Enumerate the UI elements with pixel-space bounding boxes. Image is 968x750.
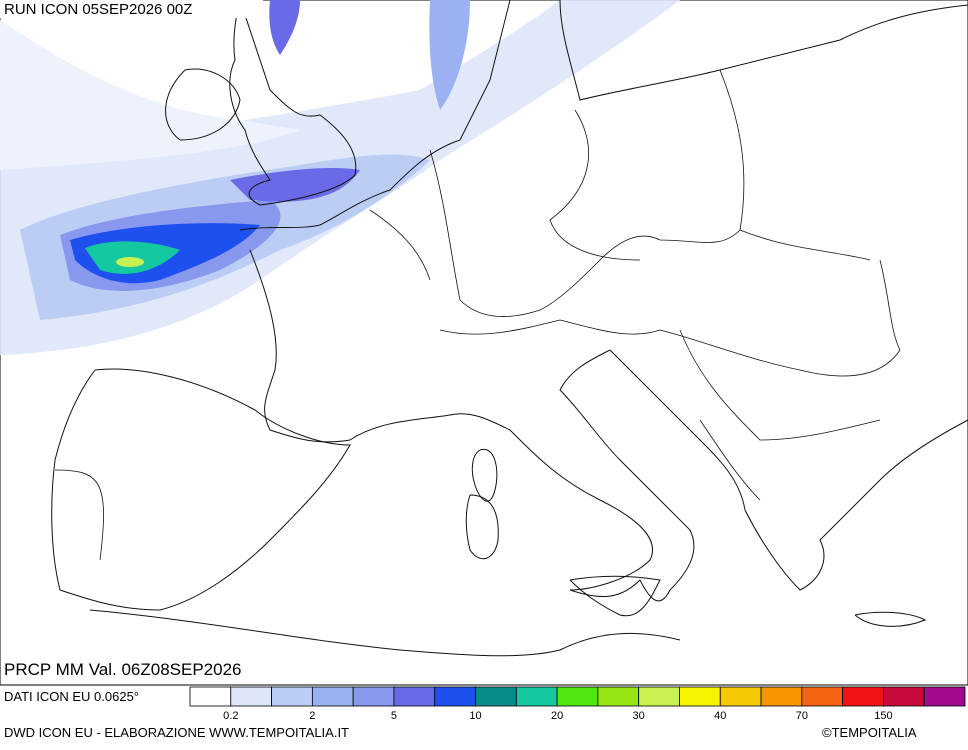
- coastlines: [51, 0, 968, 657]
- legend-tick-label: 5: [391, 710, 397, 722]
- legend-swatch: [923, 686, 966, 707]
- legend-tick-label: 20: [551, 710, 563, 722]
- borders: [54, 69, 901, 561]
- legend-swatch: [556, 686, 599, 707]
- legend-swatch: [434, 686, 476, 707]
- legend-swatch: [515, 686, 558, 707]
- precipitation: [0, 0, 680, 355]
- legend-swatch: [230, 686, 272, 707]
- legend-tick-label: 2: [309, 710, 315, 722]
- source-label: DATI ICON EU 0.0625°: [4, 689, 139, 704]
- map: [0, 0, 968, 686]
- legend-swatch: [311, 686, 354, 707]
- legend-swatch: [189, 686, 232, 707]
- legend-tick-label: 10: [469, 710, 481, 722]
- legend-tick-label: 70: [796, 710, 808, 722]
- legend-swatch: [719, 686, 762, 707]
- legend-tick-label: 150: [874, 710, 892, 722]
- field-label: PRCP MM Val. 06Z08SEP2026: [4, 660, 242, 679]
- legend-tick-label: 30: [633, 710, 645, 722]
- run-label: RUN ICON 05SEP2026 00Z: [4, 1, 192, 18]
- legend-tick-label: 40: [714, 710, 726, 722]
- legend-swatch: [393, 686, 436, 707]
- legend-swatch: [883, 686, 925, 707]
- header-box: [0, 0, 263, 18]
- legend-swatch: [597, 686, 640, 707]
- credit-label: DWD ICON EU - ELABORAZIONE WWW.TEMPOITAL…: [4, 725, 349, 740]
- legend-swatch: [638, 686, 680, 707]
- legend-swatch: [760, 686, 803, 707]
- legend-swatch: [842, 686, 884, 707]
- legend-tick-label: 0.2: [223, 710, 238, 722]
- legend-swatch: [475, 686, 517, 707]
- legend-swatch: [352, 686, 395, 707]
- legend-swatch: [801, 686, 844, 707]
- legend-swatch: [271, 686, 313, 707]
- copyright-label: ©TEMPOITALIA: [822, 725, 917, 740]
- legend: 0.2 2 5 10 20 30 40 70 150: [189, 686, 966, 722]
- legend-swatch: [679, 686, 721, 707]
